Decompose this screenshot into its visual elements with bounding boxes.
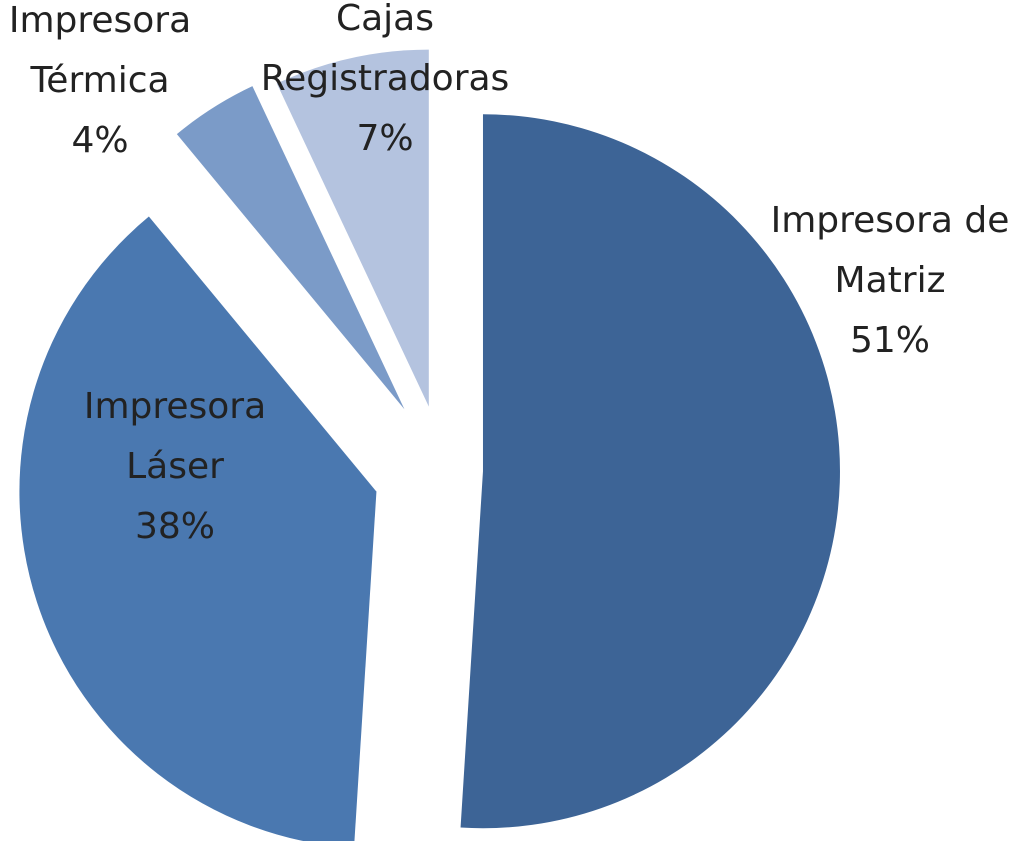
label-line: Impresora de [771,200,1010,241]
label-line: Térmica [29,60,169,101]
label-line: Impresora [9,0,191,41]
pie-slice [19,216,377,841]
value-label: 7% [356,118,413,159]
pie-slice [276,49,429,407]
value-label: 38% [135,506,215,547]
slice-label: Impresora Térmica [9,0,191,101]
pie-slice [460,114,840,829]
pie-slice [176,86,405,410]
slice-label: Impresora de Matriz [771,200,1010,301]
label-line: Matriz [835,260,946,301]
slice-label: Impresora Láser [84,386,266,487]
label-line: Impresora [84,386,266,427]
value-label: 4% [71,120,128,161]
label-line: Cajas [336,0,434,39]
slice-label: Cajas Registradoras [261,0,510,99]
label-line: Láser [126,446,224,487]
label-line: Registradoras [261,58,510,99]
value-label: 51% [850,320,930,361]
